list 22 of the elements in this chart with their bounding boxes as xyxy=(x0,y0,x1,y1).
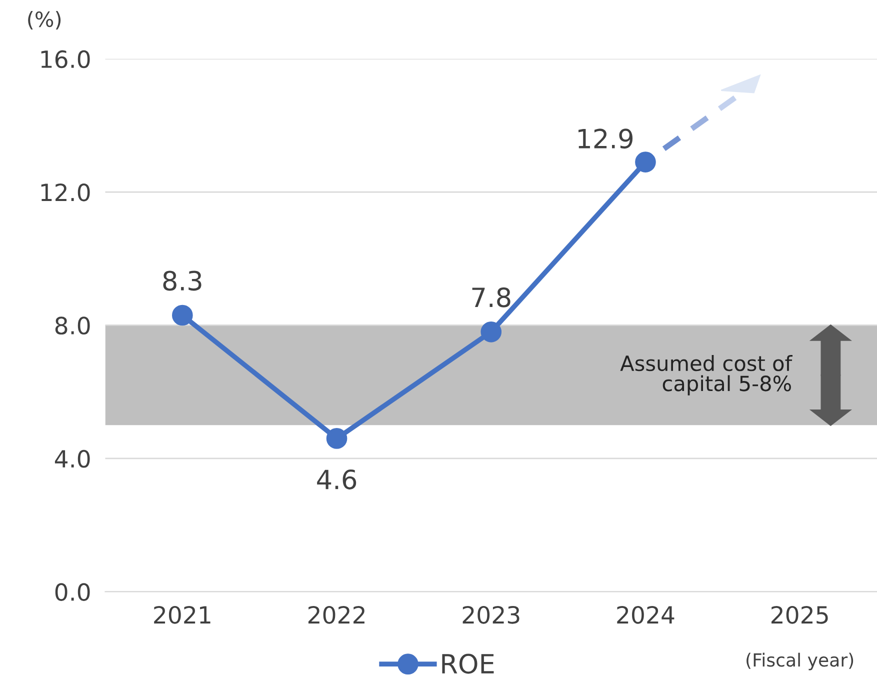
y-tick-label: 4.0 xyxy=(54,450,90,468)
point xyxy=(480,321,502,342)
legend-label: ROE xyxy=(442,654,494,674)
data-label: 4.6 xyxy=(317,469,356,490)
point xyxy=(172,304,193,326)
y-tick-label: 12.0 xyxy=(41,183,90,202)
y-tick-label: 8.0 xyxy=(55,316,90,335)
data-label: 8.3 xyxy=(163,270,202,291)
point xyxy=(326,428,348,449)
data-label: 7.8 xyxy=(472,287,510,308)
x-tick-label: 2022 xyxy=(308,606,364,624)
data-label: 12.9 xyxy=(578,128,633,149)
x-tick-label: 2025 xyxy=(772,606,828,624)
x-axis-title: (Fiscal year) xyxy=(746,652,854,670)
y-tick-label: 16.0 xyxy=(41,50,90,68)
point xyxy=(635,152,656,172)
x-tick-label: 2021 xyxy=(154,606,210,624)
x-tick-label: 2023 xyxy=(462,606,520,624)
y-tick-label: 0.0 xyxy=(55,583,90,601)
band-label: Assumed cost of capital 5-8% xyxy=(620,355,793,396)
y-axis-title: (%) xyxy=(28,11,61,30)
x-tick-label: 2024 xyxy=(617,606,674,624)
